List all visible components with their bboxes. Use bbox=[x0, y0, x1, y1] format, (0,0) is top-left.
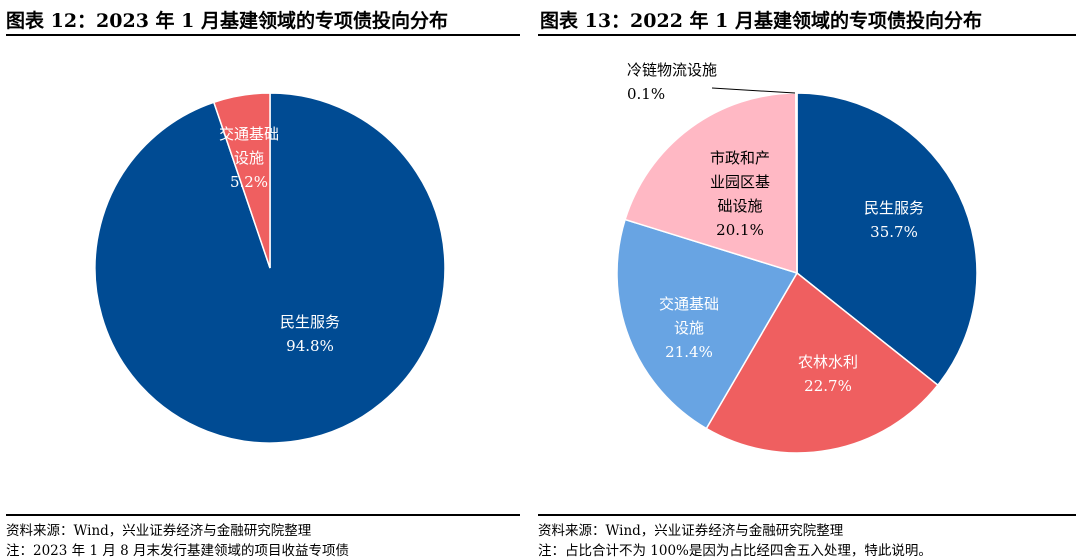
right-footer-rule bbox=[538, 514, 1076, 516]
left-note: 注：2023 年 1 月 8 月末发行基建领域的项目收益专项债 bbox=[6, 543, 349, 559]
coldchain-leader-line bbox=[711, 87, 796, 94]
pie-slice-1-4 bbox=[795, 92, 798, 274]
pie-slice-0-1 bbox=[212, 92, 271, 269]
pie-slice-1-2 bbox=[616, 218, 799, 430]
pie-slice-1-0 bbox=[796, 92, 978, 387]
left-label-transport: 交通基础 设施 5.2% bbox=[218, 125, 280, 191]
right-label-livelihood: 民生服务 35.7% bbox=[863, 199, 925, 241]
right-note: 注：占比合计不为 100%是因为占比经四舍五入处理，特此说明。 bbox=[538, 543, 932, 559]
pie-slice-1-1 bbox=[705, 271, 939, 454]
right-chart-title: 图表 13：2022 年 1 月基建领域的专项债投向分布 bbox=[540, 10, 983, 32]
right-source: 资料来源：Wind，兴业证券经济与金融研究院整理 bbox=[538, 523, 844, 539]
left-title-rule bbox=[6, 34, 520, 36]
right-title-rule bbox=[538, 34, 1076, 36]
right-label-transport: 交通基础 设施 21.4% bbox=[658, 295, 720, 361]
right-label-agri: 农林水利 22.7% bbox=[797, 353, 859, 395]
left-source: 资料来源：Wind，兴业证券经济与金融研究院整理 bbox=[6, 523, 312, 539]
right-label-municipal: 市政和产 业园区基 础设施 20.1% bbox=[709, 149, 771, 239]
pie-slice-1-3 bbox=[624, 92, 798, 275]
left-footer-rule bbox=[6, 514, 520, 516]
left-chart-title: 图表 12：2023 年 1 月基建领域的专项债投向分布 bbox=[6, 10, 449, 32]
left-label-livelihood: 民生服务 94.8% bbox=[279, 313, 341, 355]
right-label-coldchain: 冷链物流设施 0.1% bbox=[626, 61, 718, 103]
